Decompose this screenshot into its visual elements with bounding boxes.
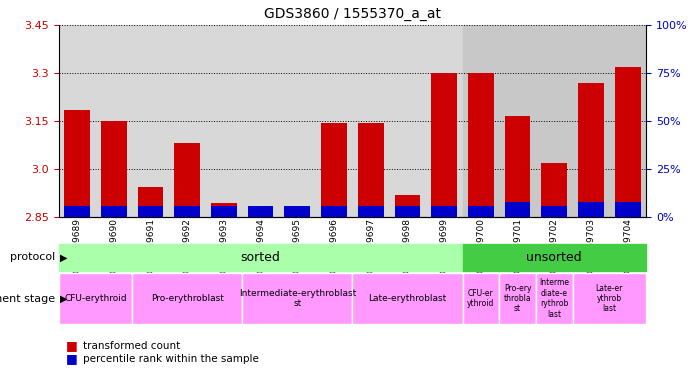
Text: Late-erythroblast: Late-erythroblast — [368, 294, 446, 303]
Bar — [316, 25, 352, 217]
Text: Pro-ery
throbla
st: Pro-ery throbla st — [504, 284, 531, 313]
Bar — [59, 273, 132, 324]
Bar — [578, 202, 604, 217]
Bar — [174, 143, 200, 217]
Bar — [573, 25, 609, 217]
Text: protocol: protocol — [10, 252, 55, 262]
Bar — [395, 195, 420, 217]
Bar — [468, 73, 494, 217]
Bar — [64, 110, 90, 217]
Bar — [536, 25, 573, 217]
Bar — [248, 210, 274, 217]
Bar — [504, 202, 531, 217]
Bar — [499, 25, 536, 217]
Bar — [462, 25, 499, 217]
Bar — [542, 207, 567, 217]
Text: sorted: sorted — [240, 251, 281, 264]
Text: ▶: ▶ — [60, 252, 68, 262]
Bar — [462, 244, 646, 271]
Bar — [132, 25, 169, 217]
Text: Pro-erythroblast: Pro-erythroblast — [151, 294, 224, 303]
Text: CFU-erythroid: CFU-erythroid — [64, 294, 126, 303]
Bar — [285, 207, 310, 217]
Bar — [248, 207, 274, 217]
Bar — [615, 66, 641, 217]
Text: Late-er
ythrob
last: Late-er ythrob last — [596, 284, 623, 313]
Bar — [504, 116, 531, 217]
Bar — [321, 207, 347, 217]
Bar — [59, 244, 462, 271]
Text: ▶: ▶ — [60, 293, 68, 304]
Bar — [174, 207, 200, 217]
Text: percentile rank within the sample: percentile rank within the sample — [83, 354, 259, 364]
Bar — [462, 273, 499, 324]
Bar — [542, 162, 567, 217]
Bar — [431, 73, 457, 217]
Bar — [243, 273, 352, 324]
Bar — [468, 207, 494, 217]
Bar — [578, 83, 604, 217]
Bar — [101, 121, 126, 217]
Bar — [431, 207, 457, 217]
Bar — [536, 273, 573, 324]
Bar — [358, 122, 384, 217]
Bar — [285, 210, 310, 217]
Bar — [95, 25, 132, 217]
Bar — [138, 187, 163, 217]
Bar — [321, 122, 347, 217]
Bar — [64, 207, 90, 217]
Bar — [609, 25, 646, 217]
Bar — [243, 25, 279, 217]
Text: unsorted: unsorted — [527, 251, 582, 264]
Text: CFU-er
ythroid: CFU-er ythroid — [467, 289, 495, 308]
Bar — [279, 25, 316, 217]
Bar — [169, 25, 205, 217]
Bar — [358, 207, 384, 217]
Bar — [101, 207, 126, 217]
Text: ■: ■ — [66, 353, 77, 366]
Bar — [59, 25, 95, 217]
Bar — [352, 273, 462, 324]
Bar — [426, 25, 462, 217]
Bar — [138, 207, 163, 217]
Text: development stage: development stage — [0, 293, 55, 304]
Bar — [205, 25, 243, 217]
Bar — [395, 207, 420, 217]
Bar — [352, 25, 389, 217]
Text: ■: ■ — [66, 339, 77, 352]
Title: GDS3860 / 1555370_a_at: GDS3860 / 1555370_a_at — [264, 7, 441, 21]
Bar — [211, 203, 237, 217]
Bar — [573, 273, 646, 324]
Bar — [211, 207, 237, 217]
Text: Intermediate-erythroblast
st: Intermediate-erythroblast st — [238, 289, 356, 308]
Bar — [389, 25, 426, 217]
Bar — [499, 273, 536, 324]
Text: Interme
diate-e
rythrob
last: Interme diate-e rythrob last — [539, 278, 569, 319]
Bar — [615, 202, 641, 217]
Bar — [132, 273, 243, 324]
Text: transformed count: transformed count — [83, 341, 180, 351]
